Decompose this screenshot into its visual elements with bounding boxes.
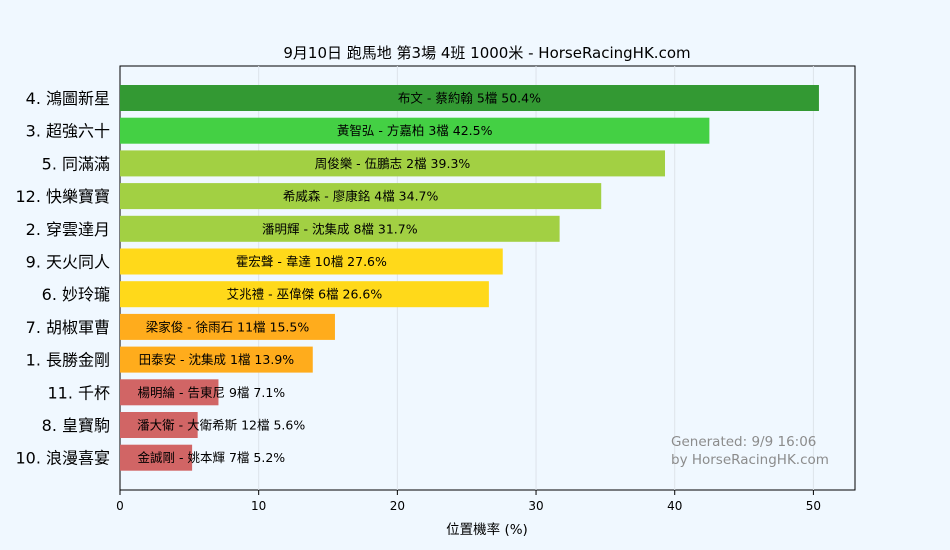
- category-label: 1. 長勝金剛: [26, 351, 110, 370]
- chart-title: 9月10日 跑馬地 第3場 4班 1000米 - HorseRacingHK.c…: [283, 44, 690, 62]
- bar-data-label: 金誠剛 - 姚本輝 7檔 5.2%: [138, 450, 286, 465]
- category-label: 2. 穿雲達月: [26, 220, 110, 239]
- bar-data-label: 潘大衛 - 大衛希斯 12檔 5.6%: [137, 418, 305, 433]
- x-tick-label: 10: [251, 499, 266, 513]
- category-label: 9. 天火同人: [26, 253, 110, 272]
- bar: [120, 150, 666, 177]
- bar: [120, 85, 819, 111]
- bar-data-label: 梁家俊 - 徐雨石 11檔 15.5%: [146, 319, 310, 334]
- category-label: 12. 快樂寶寶: [15, 187, 110, 206]
- category-labels: 4. 鴻圖新星 3. 超強六十 5. 同滿滿 12. 快樂寶寶 2. 穿雲達月 9. 天火…: [15, 89, 110, 468]
- bar-data-label: 潘明輝 - 沈集成 8檔 31.7%: [262, 221, 418, 236]
- bar-labels: 布文 - 蔡約翰 5檔 50.4% 黃智弘 - 方嘉柏 3檔 42.5% 周俊樂 -…: [137, 91, 541, 466]
- x-axis-ticks: 0 10 20 30 40 50: [116, 490, 821, 513]
- category-label: 5. 同滿滿: [42, 154, 110, 173]
- category-label: 4. 鴻圖新星: [26, 89, 110, 108]
- x-axis-title: 位置機率 (%): [446, 521, 528, 538]
- bar: [120, 183, 602, 210]
- bars: [120, 85, 819, 471]
- bar-data-label: 楊明綸 - 告東尼 9檔 7.1%: [138, 385, 286, 400]
- x-tick-label: 30: [528, 499, 543, 513]
- bar-data-label: 黃智弘 - 方嘉柏 3檔 42.5%: [337, 123, 493, 138]
- bar: [120, 248, 503, 275]
- x-tick-label: 50: [806, 499, 821, 513]
- x-tick-label: 40: [667, 499, 682, 513]
- generated-annotation: Generated: 9/9 16:06: [671, 434, 816, 450]
- bar: [120, 412, 198, 438]
- x-tick-label: 20: [390, 499, 405, 513]
- bar: [120, 281, 489, 308]
- category-label: 10. 浪漫喜宴: [15, 449, 110, 468]
- source-annotation: by HorseRacingHK.com: [671, 452, 829, 468]
- bar: [120, 444, 193, 471]
- bar-data-label: 艾兆禮 - 巫偉傑 6檔 26.6%: [227, 287, 383, 302]
- category-label: 3. 超強六十: [26, 122, 110, 141]
- bar-data-label: 希威森 - 廖康銘 4檔 34.7%: [283, 189, 439, 204]
- bar: [120, 346, 313, 373]
- bar: [120, 117, 710, 144]
- bar: [120, 215, 560, 242]
- x-tick-label: 0: [116, 499, 124, 513]
- category-label: 6. 妙玲瓏: [42, 285, 110, 304]
- category-label: 7. 胡椒軍曹: [26, 318, 110, 337]
- bar-data-label: 霍宏聲 - 韋達 10檔 27.6%: [236, 254, 387, 269]
- bar-data-label: 布文 - 蔡約翰 5檔 50.4%: [398, 91, 541, 106]
- bar: [120, 379, 219, 406]
- bar-data-label: 周俊樂 - 伍鵬志 2檔 39.3%: [315, 156, 471, 171]
- bar-data-label: 田泰安 - 沈集成 1檔 13.9%: [139, 352, 295, 367]
- category-label: 11. 千杯: [47, 383, 110, 402]
- bar: [120, 313, 335, 340]
- category-label: 8. 皇寶駒: [42, 416, 110, 435]
